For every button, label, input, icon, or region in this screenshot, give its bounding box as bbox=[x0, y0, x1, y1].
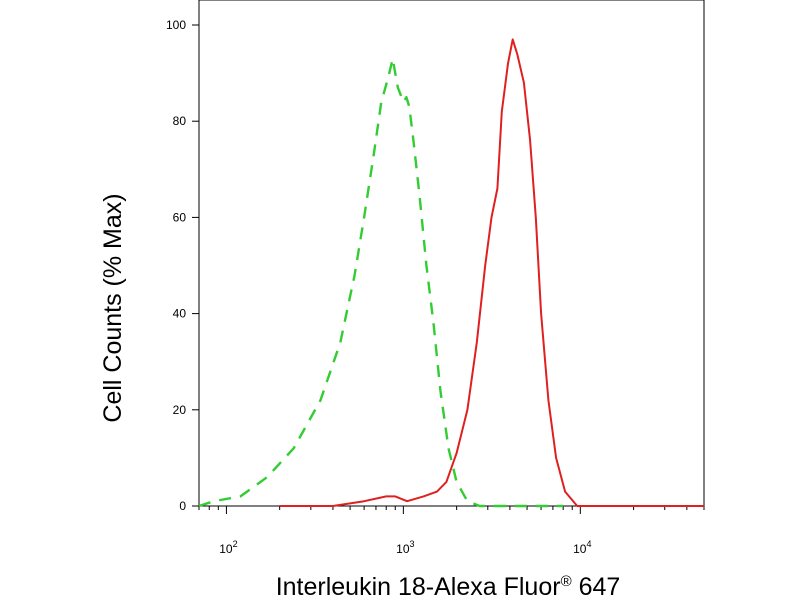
plot-frame bbox=[198, 0, 705, 507]
x-axis-ticks: 102 103 104 bbox=[198, 506, 705, 556]
y-tick-label: 0 bbox=[179, 499, 186, 513]
plot-border bbox=[198, 0, 705, 507]
y-tick-label: 20 bbox=[173, 403, 187, 417]
x-axis-title-main: Interleukin 18-Alexa Fluor bbox=[276, 573, 561, 600]
x-axis-title-superscript: ® bbox=[561, 573, 572, 590]
sample-histogram-line bbox=[279, 38, 704, 507]
x-axis-title: Interleukin 18-Alexa Fluor® 647 bbox=[276, 573, 621, 600]
x-tick-label: 103 bbox=[396, 539, 414, 556]
y-axis-title: Cell Counts (% Max) bbox=[99, 193, 127, 422]
y-tick-label: 40 bbox=[173, 307, 187, 321]
control-histogram-line bbox=[198, 57, 564, 508]
y-tick-label: 80 bbox=[173, 114, 187, 128]
x-tick-label: 104 bbox=[573, 539, 591, 556]
y-tick-label: 100 bbox=[166, 18, 186, 32]
y-tick-label: 60 bbox=[173, 210, 187, 224]
x-tick-label: 102 bbox=[219, 539, 237, 556]
x-axis-title-suffix: 647 bbox=[572, 573, 621, 600]
series-layer bbox=[198, 38, 704, 508]
y-axis-ticks: 0 20 40 60 80 100 bbox=[166, 18, 199, 513]
